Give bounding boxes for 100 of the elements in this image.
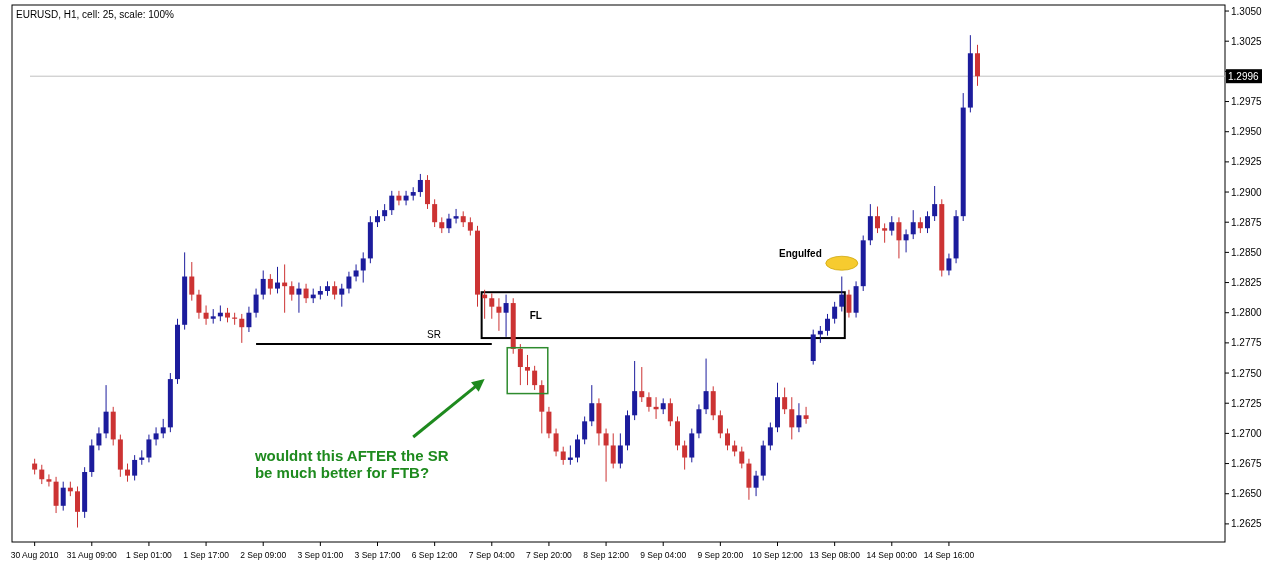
x-tick-label: 7 Sep 20:00: [526, 550, 573, 560]
candlestick: [189, 261, 195, 302]
y-tick-label: 1.2850: [1231, 246, 1263, 258]
candlestick: [96, 426, 102, 451]
candlestick: [160, 418, 166, 439]
candlestick: [682, 440, 688, 471]
candlestick: [153, 426, 159, 446]
candlestick: [146, 434, 152, 463]
candlestick: [132, 454, 138, 481]
candlestick: [275, 266, 280, 294]
y-tick-label: 1.3050: [1231, 5, 1263, 17]
y-tick-label: 1.2975: [1231, 96, 1263, 108]
candlestick: [303, 283, 309, 304]
candlestick: [353, 263, 359, 282]
annotation: Engulfed: [779, 248, 822, 260]
y-tick-label: 1.3025: [1231, 35, 1263, 47]
x-tick-label: 31 Aug 09:00: [66, 550, 118, 560]
candlestick: [546, 406, 552, 439]
candlestick: [796, 402, 802, 433]
candlestick: [125, 463, 130, 483]
y-tick-label: 1.2900: [1231, 186, 1263, 198]
candlestick: [346, 271, 352, 294]
candlestick: [825, 313, 830, 337]
y-tick-label: 1.2675: [1231, 458, 1263, 470]
ref-line-label: 1.2996: [1228, 71, 1260, 83]
candlestick: [903, 228, 909, 253]
candlestick: [246, 306, 252, 333]
y-tick-label: 1.2775: [1231, 337, 1263, 349]
candlestick: [889, 215, 895, 236]
x-tick-label: 13 Sep 08:00: [809, 550, 861, 560]
candlestick: [639, 366, 645, 403]
candlestick: [260, 269, 266, 300]
chart-title: EURUSD, H1, cell: 25, scale: 100%: [16, 9, 174, 20]
candlestick: [975, 44, 980, 87]
x-tick-label: 30 Aug 2010: [10, 550, 59, 560]
candlestick: [253, 288, 259, 319]
x-tick-label: 10 Sep 12:00: [752, 550, 804, 560]
y-tick-label: 1.2750: [1231, 367, 1263, 379]
candlestick: [332, 280, 338, 300]
y-tick-label: 1.2700: [1231, 427, 1263, 439]
y-tick-label: 1.2800: [1231, 307, 1263, 319]
candlestick: [882, 222, 888, 244]
candlestick: [46, 473, 52, 487]
candlestick: [389, 190, 395, 216]
candlestick: [875, 206, 880, 234]
x-tick-label: 14 Sep 16:00: [923, 550, 975, 560]
y-tick-label: 1.2725: [1231, 397, 1263, 409]
candlestick: [803, 406, 809, 425]
candlestick: [553, 428, 559, 457]
x-tick-label: 9 Sep 20:00: [697, 550, 744, 560]
y-tick-label: 1.2625: [1231, 518, 1263, 530]
candlestick: [789, 396, 795, 440]
y-tick-label: 1.2650: [1231, 488, 1263, 500]
candlestick: [289, 280, 295, 302]
x-tick-label: 14 Sep 00:00: [866, 550, 918, 560]
candlestick: [339, 283, 345, 308]
candlestick: [589, 384, 595, 427]
ref-line-label: SR: [426, 329, 441, 341]
candlestick: [725, 428, 730, 451]
candlestick: [503, 294, 509, 338]
annotation: wouldnt this AFTER the SR be much better for FTB?: [253, 447, 449, 482]
candlestick: [782, 387, 788, 415]
candlestick: [60, 481, 66, 512]
candlestick: [896, 216, 902, 259]
candlestick: [753, 470, 759, 497]
y-tick-label: 1.2825: [1231, 277, 1263, 289]
x-tick-label: 1 Sep 17:00: [183, 550, 230, 560]
x-tick-label: 8 Sep 12:00: [583, 550, 630, 560]
candlestick: [582, 416, 588, 445]
x-tick-label: 9 Sep 04:00: [640, 550, 687, 560]
candlestick: [489, 292, 495, 320]
candlestick: [203, 304, 209, 326]
candlestick: [925, 210, 930, 234]
candlestick: [560, 446, 566, 466]
candlestick: [739, 446, 745, 469]
candlestick: [910, 209, 916, 240]
candlestick: [532, 365, 538, 391]
candlestick: [846, 289, 852, 319]
candlestick: [517, 343, 523, 386]
candlestick: [75, 485, 80, 529]
candlestick: [832, 301, 838, 325]
candlestick: [767, 422, 773, 451]
candlestick: [417, 173, 423, 198]
candlestick: [496, 297, 502, 332]
candlestick: [932, 185, 938, 222]
candlestick: [446, 213, 452, 234]
candlestick: [39, 464, 45, 485]
x-tick-label: 7 Sep 04:00: [468, 550, 515, 560]
candlestick: [267, 273, 273, 296]
candlestick: [646, 391, 652, 413]
candlestick: [296, 282, 302, 314]
x-tick-label: 3 Sep 17:00: [354, 550, 401, 560]
candlestick: [196, 289, 202, 320]
candlestick: [467, 216, 473, 236]
y-tick-label: 1.2950: [1231, 126, 1263, 138]
candlestick: [703, 358, 709, 415]
candlestick: [667, 397, 673, 427]
candlestick: [575, 434, 580, 463]
candlestick: [432, 198, 438, 228]
candlestick: [717, 409, 723, 439]
